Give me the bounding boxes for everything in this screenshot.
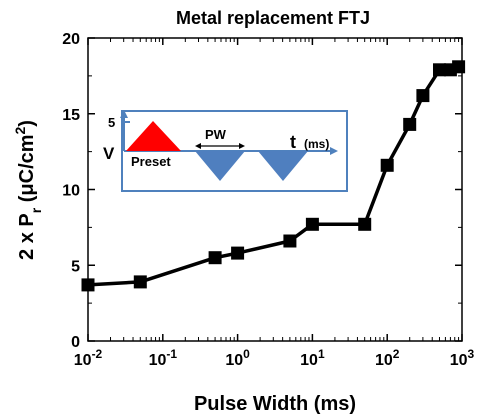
y-tick-label: 5 [71, 258, 80, 275]
y-axis-label: 2 x Pr (μC/cm2) [12, 120, 44, 260]
inset-v-arrowhead [120, 110, 128, 118]
data-point [208, 251, 222, 265]
x-tick-label: 101 [300, 347, 325, 369]
data-point [81, 278, 95, 292]
data-point [452, 60, 466, 74]
preset-pulse [126, 121, 181, 151]
x-tick-label: 10-1 [149, 347, 178, 369]
x-tick-label: 103 [450, 347, 475, 369]
data-point [358, 217, 372, 231]
inset-five-label: 5 [108, 115, 115, 130]
y-label-units-close: ) [16, 120, 38, 127]
x-tick-label: 10-2 [74, 347, 103, 369]
data-point [283, 234, 297, 248]
negative-pulse-1 [195, 151, 245, 181]
data-point [433, 63, 446, 77]
inset-schematic: 5 V Preset PW t (ms) [103, 110, 348, 192]
x-axis-label: Pulse Width (ms) [194, 393, 356, 415]
y-label-units-sup: 2 [12, 126, 28, 134]
y-label-sub: r [28, 207, 44, 213]
inset-t-label: t [290, 132, 296, 152]
x-tick-label: 100 [225, 347, 250, 369]
inset-v-label: V [103, 144, 115, 163]
inset-preset-label: Preset [131, 154, 171, 169]
y-label-units-open: (μC/cm [16, 134, 38, 207]
inset-ms-label: (ms) [304, 137, 329, 151]
data-point [380, 158, 394, 172]
y-tick-label: 15 [62, 107, 80, 124]
data-point [403, 117, 417, 131]
negative-pulse-2 [258, 151, 308, 181]
data-point [416, 89, 430, 103]
pw-arrowhead-left [195, 143, 201, 149]
data-point [133, 275, 147, 289]
inset-pw-label: PW [205, 127, 227, 142]
x-ticks: 10-2 10-1 100 101 102 103 [74, 38, 475, 369]
y-tick-label: 20 [62, 31, 80, 48]
y-label-main: 2 x P [16, 213, 38, 260]
inset-t-arrowhead [330, 147, 338, 155]
y-tick-label: 10 [62, 183, 80, 200]
pw-arrowhead-right [239, 143, 245, 149]
y-tick-label: 0 [71, 334, 80, 351]
chart-title: Metal replacement FTJ [176, 8, 370, 28]
data-point [305, 217, 319, 231]
data-point [231, 246, 245, 260]
series-layer [81, 60, 466, 292]
x-tick-label: 102 [375, 347, 400, 369]
